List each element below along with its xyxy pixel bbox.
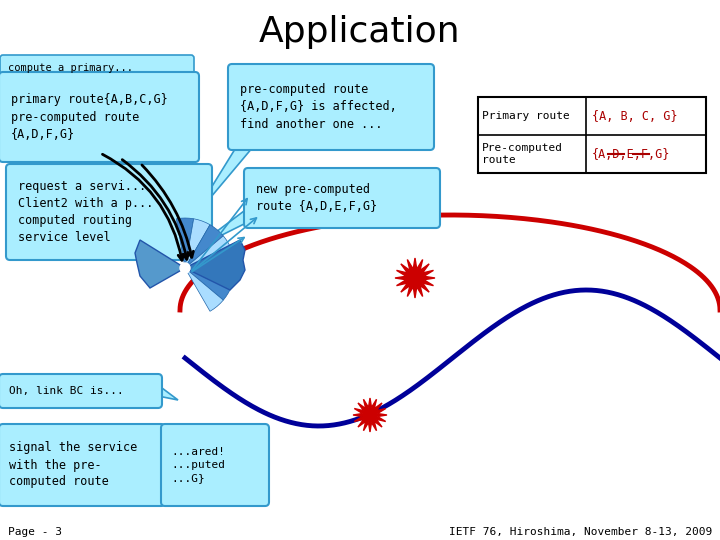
Polygon shape [176, 218, 194, 268]
Text: Oh, link BC is...: Oh, link BC is... [9, 386, 124, 396]
Text: pre-computed route
{A,D,F,G} is affected,
find another one ...: pre-computed route {A,D,F,G} is affected… [240, 84, 397, 131]
Text: Application: Application [259, 15, 461, 49]
Text: Pre-computed
route: Pre-computed route [482, 143, 563, 165]
Text: {A,D,E,F,G}: {A,D,E,F,G} [592, 147, 670, 160]
Text: Page - 3: Page - 3 [8, 527, 62, 537]
Text: Primary route: Primary route [482, 111, 570, 121]
Polygon shape [185, 268, 223, 311]
Polygon shape [161, 448, 180, 462]
FancyBboxPatch shape [478, 97, 706, 173]
Polygon shape [185, 251, 235, 268]
Polygon shape [185, 219, 210, 268]
Text: signal the service
with the pre-
computed route: signal the service with the pre- compute… [9, 442, 138, 489]
Text: IETF 76, Hiroshima, November 8-13, 2009: IETF 76, Hiroshima, November 8-13, 2009 [449, 527, 712, 537]
Polygon shape [135, 240, 185, 288]
Polygon shape [185, 225, 223, 268]
Polygon shape [158, 385, 178, 400]
FancyBboxPatch shape [0, 55, 194, 81]
Polygon shape [185, 240, 245, 290]
FancyBboxPatch shape [0, 72, 199, 162]
FancyBboxPatch shape [0, 424, 165, 506]
Polygon shape [185, 268, 232, 300]
Text: new pre-computed
route {A,D,E,F,G}: new pre-computed route {A,D,E,F,G} [256, 183, 377, 213]
Polygon shape [138, 158, 162, 200]
Circle shape [180, 263, 190, 273]
Text: primary route{A,B,C,G}
pre-computed route
{A,D,F,G}: primary route{A,B,C,G} pre-computed rout… [11, 93, 168, 140]
Text: compute a primary...: compute a primary... [8, 63, 133, 73]
FancyBboxPatch shape [244, 168, 440, 228]
Polygon shape [185, 236, 232, 268]
FancyBboxPatch shape [161, 424, 269, 506]
Text: {A, B, C, G}: {A, B, C, G} [592, 110, 678, 123]
Polygon shape [353, 398, 387, 432]
FancyBboxPatch shape [6, 164, 212, 260]
FancyBboxPatch shape [0, 374, 162, 408]
Polygon shape [190, 141, 258, 222]
Polygon shape [395, 258, 435, 298]
Text: request a servi...
Client2 with a p...
computed routing
service level: request a servi... Client2 with a p... c… [18, 180, 153, 244]
Polygon shape [190, 222, 208, 248]
Text: ...ared!
...puted
...G}: ...ared! ...puted ...G} [171, 447, 225, 483]
FancyBboxPatch shape [228, 64, 434, 150]
Polygon shape [192, 208, 248, 250]
Polygon shape [185, 268, 235, 285]
